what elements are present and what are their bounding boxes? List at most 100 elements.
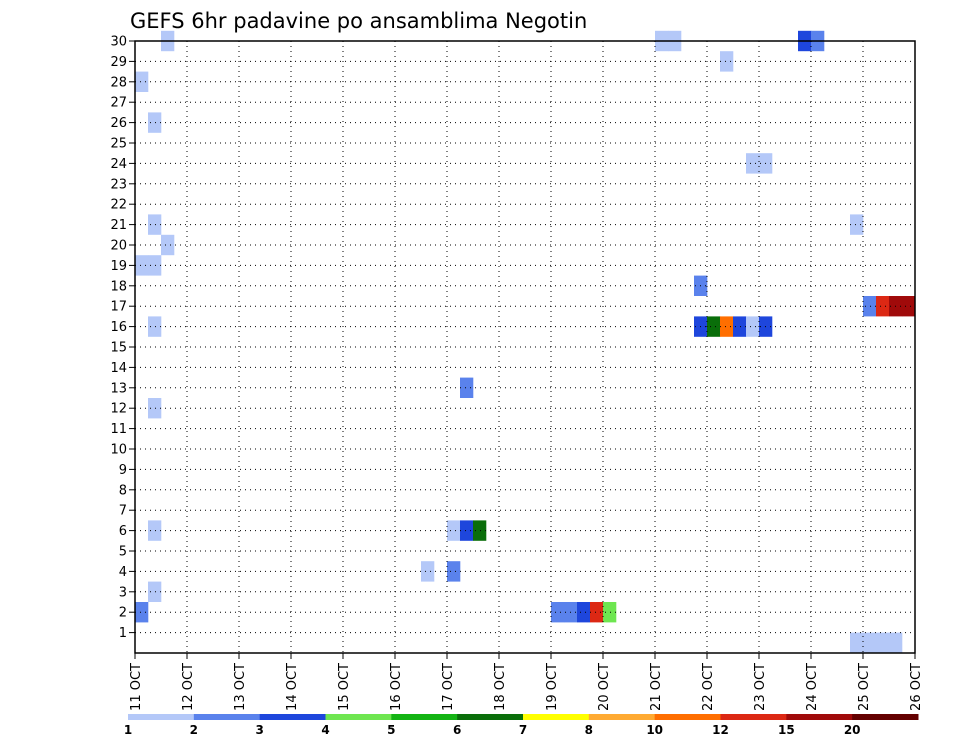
- heatmap-cell: [148, 520, 162, 541]
- x-tick-label: 13 OCT: [233, 663, 248, 711]
- legend: 1 2 3 4 5 6 7 8 10 12 15 20: [124, 714, 919, 737]
- y-tick-label: 22: [110, 198, 127, 213]
- heatmap-cell: [850, 214, 864, 235]
- y-tick-label: 27: [110, 96, 127, 111]
- legend-label: 12: [712, 723, 729, 737]
- legend-swatch: [457, 714, 524, 720]
- chart-title: GEFS 6hr padavine po ansamblima Negotin: [130, 9, 587, 33]
- y-tick-label: 20: [110, 239, 127, 254]
- x-tick-label: 18 OCT: [493, 663, 508, 711]
- heatmap-cell: [707, 316, 721, 337]
- x-tick-label: 14 OCT: [285, 663, 300, 711]
- heatmap-cell: [590, 602, 604, 623]
- y-tick-label: 13: [110, 381, 127, 396]
- legend-label: 2: [190, 723, 198, 737]
- legend-swatch: [654, 714, 721, 720]
- legend-label: 6: [453, 723, 461, 737]
- legend-label: 3: [255, 723, 263, 737]
- x-tick-label: 16 OCT: [389, 663, 404, 711]
- y-tick-label: 18: [110, 279, 127, 294]
- heatmap-cell: [720, 316, 734, 337]
- heatmap-cell: [460, 520, 474, 541]
- heatmap-cell: [603, 602, 617, 623]
- heatmap-cell: [876, 296, 890, 317]
- legend-label: 5: [387, 723, 395, 737]
- y-tick-label: 26: [110, 116, 127, 131]
- heatmap-cell: [460, 377, 474, 398]
- legend-label: 4: [321, 723, 329, 737]
- cells-layer: [135, 30, 916, 653]
- heatmap-cell: [161, 234, 175, 256]
- heatmap-cell: [135, 71, 149, 92]
- y-tick-label: 21: [110, 218, 127, 233]
- legend-swatch: [259, 714, 326, 720]
- y-tick-label: 17: [110, 300, 127, 315]
- legend-swatch: [523, 714, 590, 720]
- heatmap-cell: [148, 581, 162, 602]
- x-tick-label: 11 OCT: [129, 663, 144, 711]
- legend-label: 7: [519, 723, 527, 737]
- y-tick-label: 5: [119, 545, 127, 560]
- legend-label: 20: [844, 723, 861, 737]
- legend-swatch: [852, 714, 919, 720]
- y-axis: 1234567891011121314151617181920212223242…: [110, 35, 135, 641]
- heatmap-cell: [733, 316, 747, 337]
- y-tick-label: 11: [110, 422, 127, 437]
- legend-swatch: [325, 714, 392, 720]
- legend-label: 8: [585, 723, 593, 737]
- heatmap-cell: [746, 153, 760, 174]
- x-tick-label: 22 OCT: [701, 663, 716, 711]
- x-tick-label: 12 OCT: [181, 663, 196, 711]
- y-tick-label: 14: [110, 361, 127, 376]
- y-tick-label: 1: [119, 626, 127, 641]
- heatmap-cell: [148, 255, 162, 276]
- y-tick-label: 10: [110, 443, 127, 458]
- y-tick-label: 3: [119, 585, 127, 600]
- x-tick-label: 15 OCT: [337, 663, 352, 711]
- y-tick-label: 28: [110, 75, 127, 90]
- legend-label: 15: [778, 723, 795, 737]
- legend-swatch: [786, 714, 853, 720]
- y-tick-label: 24: [110, 157, 127, 172]
- y-tick-label: 12: [110, 402, 127, 417]
- heatmap-cell: [863, 296, 877, 317]
- heatmap-cell: [148, 214, 162, 235]
- x-tick-label: 25 OCT: [857, 663, 872, 711]
- heatmap-cell: [148, 112, 162, 133]
- y-tick-label: 4: [119, 565, 127, 580]
- heatmap-cell: [551, 602, 565, 623]
- heatmap-cell: [447, 520, 461, 541]
- x-tick-label: 23 OCT: [753, 663, 768, 711]
- heatmap-cell: [135, 255, 149, 276]
- y-tick-label: 9: [119, 463, 127, 478]
- legend-swatch: [720, 714, 787, 720]
- x-tick-label: 20 OCT: [597, 663, 612, 711]
- grid-layer: [135, 41, 915, 653]
- heatmap-cell: [746, 316, 760, 337]
- y-tick-label: 16: [110, 320, 127, 335]
- y-tick-label: 6: [119, 524, 127, 539]
- y-tick-label: 7: [119, 504, 127, 519]
- y-tick-label: 15: [110, 341, 127, 356]
- y-tick-label: 19: [110, 259, 127, 274]
- heatmap-cell: [447, 561, 461, 582]
- y-tick-label: 8: [119, 483, 127, 498]
- x-tick-label: 24 OCT: [805, 663, 820, 711]
- legend-swatch: [128, 714, 195, 720]
- heatmap-cell: [902, 296, 916, 317]
- x-tick-label: 19 OCT: [545, 663, 560, 711]
- heatmap-cell: [148, 398, 162, 419]
- x-tick-label: 17 OCT: [441, 663, 456, 711]
- legend-label: 1: [124, 723, 132, 737]
- x-tick-label: 26 OCT: [909, 663, 924, 711]
- heatmap-cell: [148, 316, 162, 337]
- x-tick-label: 21 OCT: [649, 663, 664, 711]
- legend-swatch: [588, 714, 656, 720]
- heatmap-cell: [720, 51, 734, 72]
- legend-swatch: [193, 714, 261, 720]
- heatmap-cell: [473, 520, 487, 541]
- heatmap-cell: [850, 632, 864, 653]
- heatmap-cell: [889, 632, 903, 653]
- legend-swatch: [391, 714, 458, 720]
